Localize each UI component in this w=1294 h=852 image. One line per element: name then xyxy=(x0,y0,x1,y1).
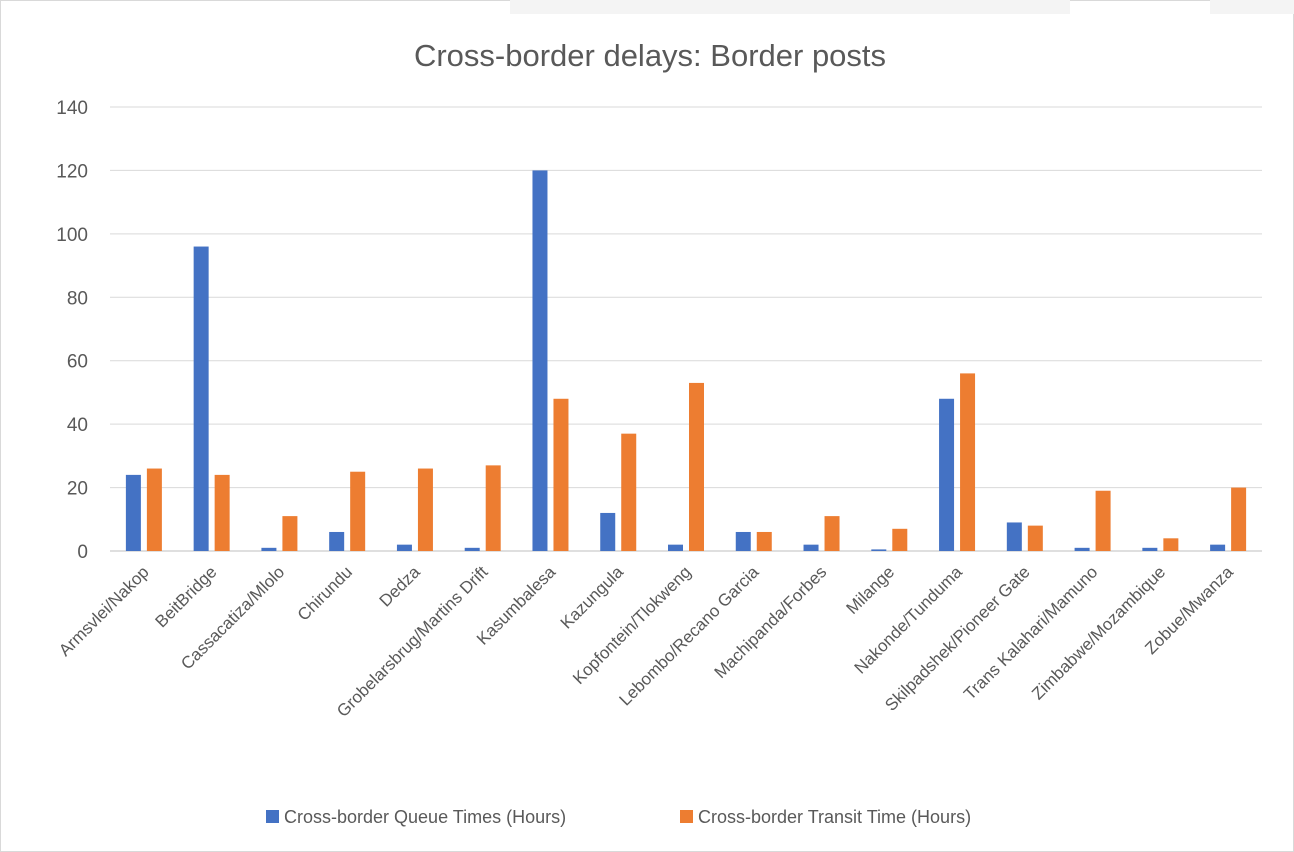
x-tick-label: Machipanda/Forbes xyxy=(711,562,831,682)
bar-queue-time xyxy=(1142,547,1158,551)
bar-queue-time xyxy=(193,246,209,552)
bar-transit-time xyxy=(417,468,433,551)
legend-label: Cross-border Transit Time (Hours) xyxy=(698,807,971,827)
bar-transit-time xyxy=(960,373,976,551)
bar-queue-time xyxy=(1210,544,1226,551)
y-tick-label: 40 xyxy=(67,415,88,436)
x-tick-label: Kopfontein/Tlokweng xyxy=(569,562,695,688)
bar-queue-time xyxy=(1006,522,1022,551)
background-shade xyxy=(510,0,1070,14)
bar-queue-time xyxy=(600,512,616,551)
bar-queue-time xyxy=(871,549,887,551)
bar-queue-time xyxy=(1074,547,1090,551)
bar-queue-time xyxy=(668,544,683,551)
y-tick-label: 140 xyxy=(56,98,88,119)
bar-transit-time xyxy=(689,382,704,551)
bar-queue-time xyxy=(532,170,548,551)
bar-queue-time xyxy=(125,474,141,551)
x-tick-label: Lebombo/Recano Garcia xyxy=(616,562,763,709)
legend-label: Cross-border Queue Times (Hours) xyxy=(284,807,566,827)
bar-transit-time xyxy=(892,528,908,551)
bar-transit-time xyxy=(282,516,298,551)
bar-queue-time xyxy=(939,398,955,551)
bar-transit-time xyxy=(621,433,637,551)
bar-transit-time xyxy=(214,474,230,551)
bar-queue-time xyxy=(464,547,480,551)
bars xyxy=(125,170,1247,552)
x-tick-label: Dedza xyxy=(376,562,425,611)
y-tick-label: 80 xyxy=(67,288,88,309)
legend: Cross-border Queue Times (Hours) Cross-bo… xyxy=(266,807,971,827)
bar-transit-time xyxy=(553,398,569,551)
y-tick-label: 20 xyxy=(67,479,88,500)
chart-title: Cross-border delays: Border posts xyxy=(414,38,886,73)
y-tick-label: 60 xyxy=(67,352,88,373)
x-tick-label: Milange xyxy=(843,562,899,618)
legend-swatch xyxy=(680,810,693,823)
bar-transit-time xyxy=(824,516,840,551)
bar-transit-time xyxy=(485,465,501,551)
bar-transit-time xyxy=(756,531,772,551)
bar-transit-time xyxy=(350,471,366,551)
bar-queue-time xyxy=(396,544,412,551)
bar-queue-time xyxy=(261,547,277,551)
x-tick-label: Armsvlei/Nakop xyxy=(55,562,153,660)
x-tick-label: Trans Kalahari/Mamuno xyxy=(960,562,1101,703)
x-tick-label: Zimbabwe/Mozambique xyxy=(1028,562,1169,703)
y-tick-label: 100 xyxy=(56,225,88,246)
bar-queue-time xyxy=(735,531,751,551)
bar-transit-time xyxy=(1095,490,1111,551)
gridlines xyxy=(110,106,1262,552)
bar-queue-time xyxy=(803,544,819,551)
y-tick-label: 120 xyxy=(56,161,88,182)
bar-queue-time xyxy=(329,531,345,551)
bar-transit-time xyxy=(1163,538,1179,551)
bar-transit-time xyxy=(1027,525,1043,551)
y-axis-ticks: 0 20 40 60 80 100 120 140 xyxy=(56,98,88,563)
bar-transit-time xyxy=(1231,487,1247,551)
legend-swatch xyxy=(266,810,279,823)
x-axis-labels: Armsvlei/NakopBeitBridgeCassacatiza/Mlol… xyxy=(55,562,1237,721)
bar-transit-time xyxy=(146,468,162,551)
x-tick-label: Chirundu xyxy=(294,562,356,624)
background-shade xyxy=(1210,0,1294,14)
y-tick-label: 0 xyxy=(77,542,88,563)
x-tick-label: Kazungula xyxy=(557,562,628,633)
x-tick-label: BeitBridge xyxy=(152,562,221,631)
